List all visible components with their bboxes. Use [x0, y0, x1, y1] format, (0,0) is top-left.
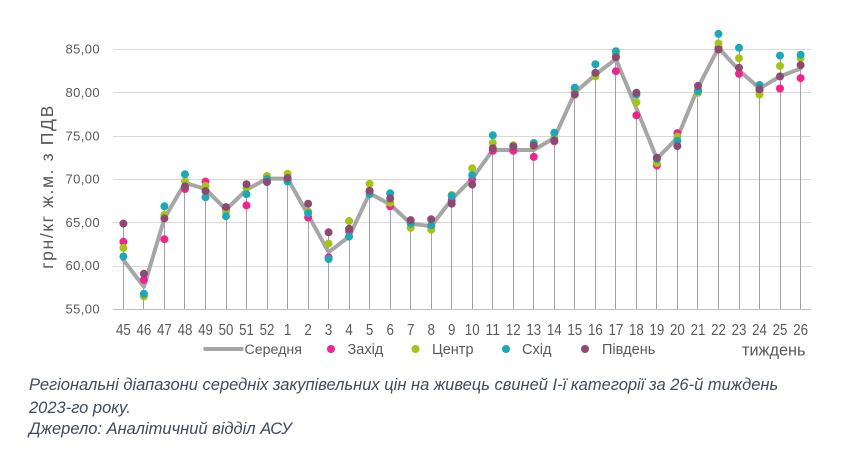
- svg-text:14: 14: [547, 322, 562, 339]
- svg-text:23: 23: [732, 322, 747, 339]
- svg-text:Захід: Захід: [348, 342, 384, 358]
- svg-text:17: 17: [609, 322, 624, 339]
- svg-text:7: 7: [407, 322, 414, 339]
- svg-text:11: 11: [485, 322, 500, 339]
- svg-text:4: 4: [345, 322, 352, 339]
- svg-text:85,00: 85,00: [65, 42, 100, 57]
- svg-text:Середня: Середня: [245, 342, 302, 358]
- svg-text:Південь: Південь: [602, 342, 655, 358]
- svg-text:12: 12: [506, 322, 521, 339]
- svg-text:47: 47: [157, 322, 172, 339]
- svg-text:2: 2: [304, 322, 311, 339]
- svg-text:6: 6: [387, 322, 394, 339]
- svg-text:15: 15: [567, 322, 582, 339]
- svg-text:51: 51: [239, 322, 254, 339]
- svg-text:50: 50: [219, 322, 234, 339]
- svg-text:55,00: 55,00: [65, 302, 100, 317]
- svg-text:24: 24: [752, 322, 767, 339]
- svg-text:1: 1: [284, 322, 291, 339]
- svg-text:Схід: Схід: [522, 342, 552, 358]
- svg-text:18: 18: [629, 322, 644, 339]
- svg-text:46: 46: [137, 322, 152, 339]
- svg-text:26: 26: [793, 322, 808, 339]
- svg-text:5: 5: [366, 322, 373, 339]
- svg-text:8: 8: [428, 322, 435, 339]
- svg-text:13: 13: [526, 322, 541, 339]
- svg-text:9: 9: [448, 322, 455, 339]
- svg-text:45: 45: [116, 322, 131, 339]
- svg-text:20: 20: [670, 322, 685, 339]
- svg-text:19: 19: [650, 322, 665, 339]
- svg-text:80,00: 80,00: [65, 85, 100, 100]
- svg-text:65,00: 65,00: [65, 215, 100, 230]
- svg-text:75,00: 75,00: [65, 128, 100, 143]
- svg-text:грн/кг ж.м. з ПДВ: грн/кг ж.м. з ПДВ: [37, 104, 57, 269]
- svg-text:16: 16: [588, 322, 603, 339]
- svg-text:25: 25: [773, 322, 788, 339]
- svg-text:48: 48: [178, 322, 193, 339]
- svg-text:Центр: Центр: [432, 342, 474, 358]
- svg-text:10: 10: [465, 322, 480, 339]
- svg-text:49: 49: [198, 322, 213, 339]
- svg-text:3: 3: [325, 322, 332, 339]
- svg-text:70,00: 70,00: [65, 172, 100, 187]
- svg-text:тиждень: тиждень: [742, 342, 805, 360]
- svg-text:22: 22: [711, 322, 726, 339]
- svg-text:21: 21: [691, 322, 706, 339]
- svg-text:60,00: 60,00: [65, 258, 100, 273]
- svg-text:52: 52: [260, 322, 275, 339]
